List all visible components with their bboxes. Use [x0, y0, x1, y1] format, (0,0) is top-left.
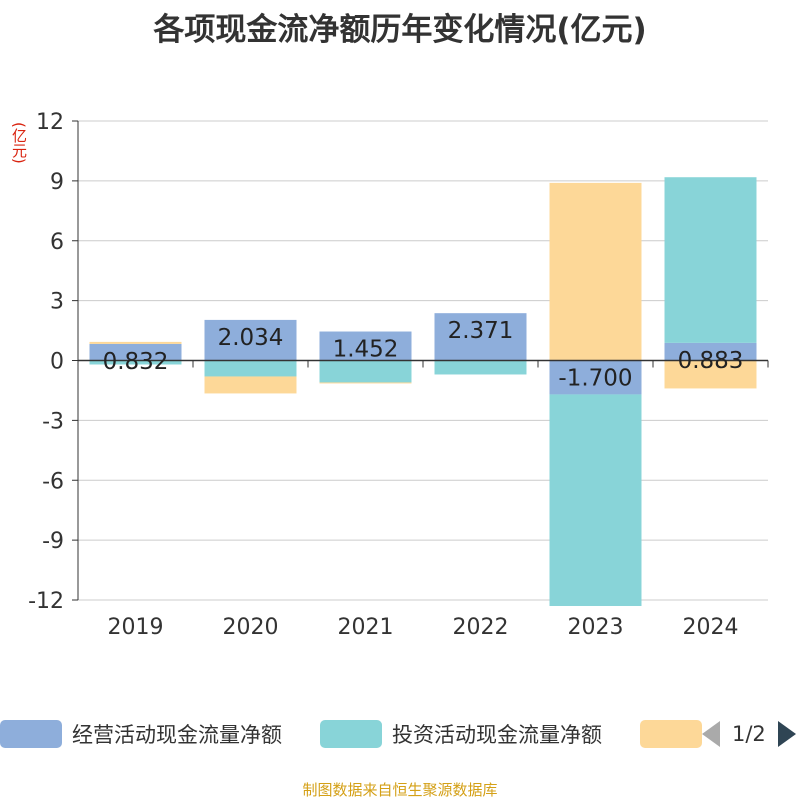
bar-2022-series-0 — [434, 313, 527, 361]
x-tick-label-2020: 2020 — [223, 615, 279, 640]
y-tick-label: 6 — [50, 230, 64, 255]
bar-2020-series-0 — [204, 319, 297, 361]
bar-2021-series-2 — [319, 382, 412, 384]
y-tick-label: 9 — [50, 170, 64, 195]
bar-layer — [89, 177, 757, 606]
bar-2019-series-0 — [89, 343, 182, 361]
x-tick-label-2024: 2024 — [683, 615, 739, 640]
grid-layer — [78, 120, 768, 601]
legend-swatch-third — [640, 720, 702, 748]
data-label-2021: 1.452 — [333, 337, 399, 363]
x-tick-label-2021: 2021 — [338, 615, 394, 640]
y-tick-label: 0 — [50, 350, 64, 375]
y-axis-unit-label: (亿元) — [10, 122, 28, 164]
data-label-2022: 2.371 — [448, 318, 514, 344]
data-label-layer: 0.832 2.034 1.452 2.371 -1.700 0.883 — [103, 318, 744, 391]
data-label-2024: 0.883 — [678, 348, 744, 374]
legend-swatch-operating — [0, 720, 62, 748]
y-tick-label: -6 — [42, 469, 64, 494]
data-label-2020: 2.034 — [218, 325, 284, 351]
bar-2022-series-1 — [434, 360, 527, 375]
data-label-2023: -1.700 — [558, 366, 632, 392]
bar-2023-series-2 — [549, 182, 642, 361]
bar-2024-series-2 — [664, 360, 757, 389]
x-tick-label-2022: 2022 — [453, 615, 509, 640]
source-note: 制图数据来自恒生聚源数据库 — [302, 781, 498, 799]
legend-page-indicator: 1/2 — [732, 722, 766, 746]
legend-item-investing[interactable]: 投资活动现金流量净额 — [320, 717, 602, 751]
chart-title: 各项现金流净额历年变化情况(亿元) — [153, 12, 647, 48]
legend-next-arrow-icon[interactable] — [777, 721, 796, 747]
bar-2024-series-0 — [664, 342, 757, 361]
bar-2019-series-1 — [89, 360, 182, 365]
legend-swatch-investing — [320, 720, 382, 748]
x-tick-label-2023: 2023 — [568, 615, 624, 640]
y-tick-label: -12 — [28, 589, 64, 614]
bar-2021-series-1 — [319, 360, 412, 383]
y-tick-label: 12 — [36, 110, 64, 135]
legend-item-third[interactable] — [640, 717, 712, 751]
y-tick-label: -9 — [42, 529, 64, 554]
bar-2023-series-1 — [549, 394, 642, 606]
bar-2019-series-2 — [89, 341, 182, 344]
y-tick-label: 3 — [50, 290, 64, 315]
legend-label-operating: 经营活动现金流量净额 — [72, 723, 282, 747]
bar-2020-series-2 — [204, 376, 297, 394]
bar-2020-series-1 — [204, 360, 297, 377]
legend-label-investing: 投资活动现金流量净额 — [392, 723, 602, 747]
legend-pager: 1/2 — [700, 717, 800, 751]
y-tick-label: -3 — [42, 409, 64, 434]
x-tick-label-2019: 2019 — [108, 615, 164, 640]
bar-2023-series-0 — [549, 360, 642, 395]
bar-2024-series-1 — [664, 177, 757, 343]
axis-layer: 12 9 6 3 0 -3 -6 -9 -12 2019 2020 2021 2022 2023 2024 — [28, 110, 769, 640]
legend-prev-arrow-icon[interactable] — [702, 721, 720, 747]
data-label-2019: 0.832 — [103, 349, 169, 375]
bar-2021-series-0 — [319, 331, 412, 361]
legend-item-operating[interactable]: 经营活动现金流量净额 — [0, 717, 282, 751]
